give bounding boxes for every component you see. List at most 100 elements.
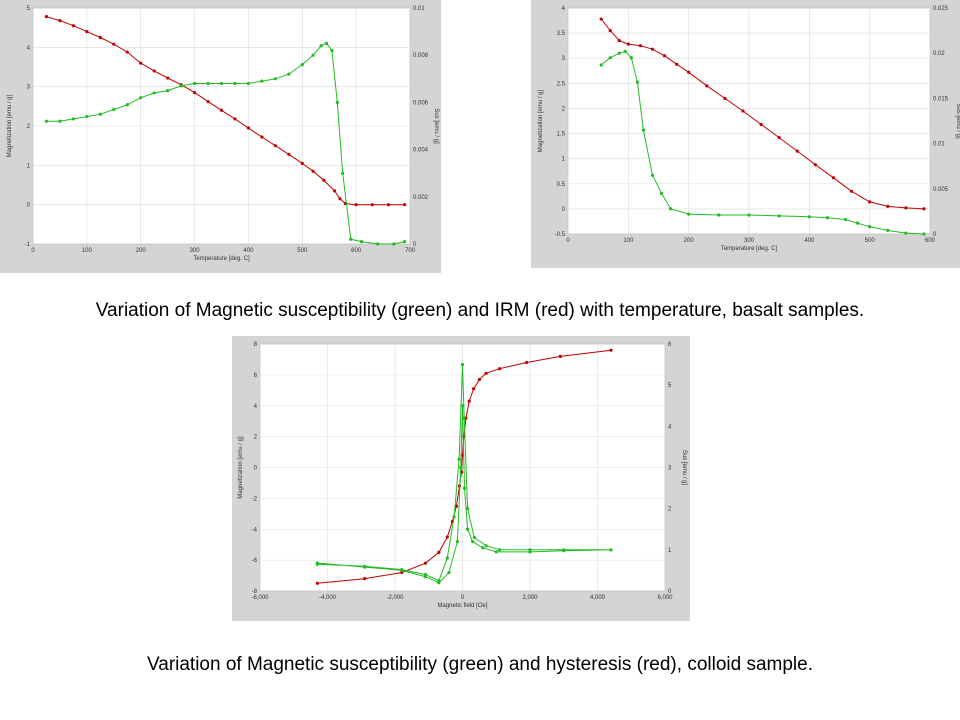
y-tick-label: -8 bbox=[252, 589, 258, 595]
y2-axis-label: Sus [emu / g] bbox=[433, 108, 439, 144]
y2-tick-label: 0.006 bbox=[413, 100, 429, 106]
x-tick-label: -2,000 bbox=[386, 595, 404, 601]
chart-panel-bottom: -6,000 -4,000 -2,000 0 2,000 4,000 6,000 -8 -6 -4… bbox=[232, 336, 690, 621]
data-point-green bbox=[609, 548, 613, 552]
x-tick-label: 6,000 bbox=[657, 595, 673, 601]
data-point-red bbox=[322, 178, 326, 182]
data-point-red bbox=[233, 117, 237, 121]
x-tick-label: 400 bbox=[804, 238, 815, 244]
data-point-green bbox=[629, 56, 633, 60]
data-point-green bbox=[319, 44, 323, 48]
data-point-red bbox=[287, 152, 291, 156]
data-point-green bbox=[599, 63, 603, 67]
data-point-red bbox=[206, 100, 210, 104]
y2-tick-label: 0 bbox=[933, 232, 937, 238]
data-point-red bbox=[166, 76, 170, 80]
y-tick-label: 0.5 bbox=[557, 182, 566, 188]
data-point-red bbox=[300, 161, 304, 165]
data-point-red bbox=[423, 561, 427, 565]
x-tick-label: 600 bbox=[351, 248, 362, 254]
y2-tick-label: 0.008 bbox=[413, 53, 429, 59]
x-tick-label: 300 bbox=[190, 248, 201, 254]
data-point-red bbox=[904, 206, 908, 210]
data-point-green bbox=[777, 214, 781, 218]
y2-tick-label: 0.02 bbox=[933, 51, 945, 57]
data-point-green bbox=[392, 242, 396, 246]
chart-top-left: 0 100 200 300 400 500 600 700-101234500.0020.00… bbox=[7, 6, 439, 262]
data-point-green bbox=[300, 63, 304, 67]
data-point-green bbox=[58, 119, 62, 123]
data-point-green bbox=[462, 416, 466, 420]
data-point-green bbox=[494, 550, 498, 554]
data-point-green bbox=[44, 119, 49, 123]
data-point-green bbox=[315, 561, 319, 565]
data-point-green bbox=[562, 549, 566, 553]
y-tick-label: -2 bbox=[252, 496, 258, 502]
chart-panel-top-left: 0 100 200 300 400 500 600 700 -1 0 1 2 3 4 5 0 0.002 0.00… bbox=[0, 0, 441, 273]
x-tick-label: 100 bbox=[623, 238, 634, 244]
data-point-red bbox=[795, 149, 799, 153]
data-point-red bbox=[723, 96, 727, 100]
data-point-green bbox=[98, 112, 102, 116]
y-tick-label: 2 bbox=[254, 435, 258, 441]
data-point-red bbox=[445, 535, 449, 539]
y2-tick-label: 2 bbox=[668, 507, 672, 513]
data-point-red bbox=[477, 377, 481, 382]
y-tick-label: -1 bbox=[25, 242, 31, 248]
x-axis-label: Magnetic field [Oe] bbox=[437, 603, 487, 609]
y2-axis-label: Sus [emu / g] bbox=[681, 450, 687, 486]
data-point-green bbox=[687, 212, 691, 216]
x-axis-label: Temperature [deg. C] bbox=[721, 246, 778, 252]
data-point-green bbox=[528, 550, 532, 554]
y2-tick-label: 0.01 bbox=[413, 6, 425, 12]
x-tick-label: 700 bbox=[405, 248, 416, 254]
data-point-green bbox=[179, 84, 183, 88]
data-point-green bbox=[192, 81, 197, 86]
data-point-green bbox=[452, 515, 456, 519]
data-point-green bbox=[617, 51, 621, 55]
data-point-red bbox=[98, 35, 102, 40]
y-tick-label: 8 bbox=[254, 342, 258, 348]
data-point-red bbox=[315, 581, 319, 585]
x-tick-label: -6,000 bbox=[251, 595, 269, 601]
data-point-red bbox=[125, 50, 129, 54]
data-point-green bbox=[423, 574, 427, 579]
y2-tick-label: 5 bbox=[668, 383, 672, 389]
data-point-green bbox=[457, 457, 461, 461]
data-point-red bbox=[454, 504, 459, 508]
y-tick-label: -6 bbox=[252, 558, 258, 564]
data-point-red bbox=[617, 39, 621, 43]
data-point-green bbox=[437, 581, 441, 585]
data-point-red bbox=[705, 84, 709, 88]
data-point-red bbox=[608, 29, 612, 33]
data-point-red bbox=[741, 109, 745, 113]
data-point-green bbox=[311, 53, 315, 57]
data-point-green bbox=[359, 240, 364, 244]
data-point-green bbox=[335, 100, 339, 104]
data-point-green bbox=[206, 81, 210, 86]
data-point-red bbox=[626, 42, 630, 46]
data-point-green bbox=[472, 535, 476, 540]
y-tick-label: 6 bbox=[254, 373, 258, 379]
data-point-red bbox=[868, 200, 872, 204]
data-point-green bbox=[668, 207, 673, 211]
data-point-green bbox=[445, 556, 449, 560]
data-point-red bbox=[246, 126, 251, 130]
chart-hysteresis: -6,000 -4,000 -2,000 0 2,000 4,000 6,000 -8 -6 -4… bbox=[238, 342, 687, 609]
data-point-green bbox=[246, 81, 251, 86]
y-tick-label: 2.5 bbox=[557, 81, 566, 87]
y-tick-label: 1 bbox=[562, 157, 566, 163]
data-point-red bbox=[484, 371, 488, 375]
x-tick-label: -4,000 bbox=[319, 595, 337, 601]
y-axis-label: Magnetization [emu / g] bbox=[7, 94, 13, 157]
y-axis-label: Magnetization [emu / g] bbox=[538, 89, 544, 152]
data-point-green bbox=[641, 128, 646, 132]
data-point-red bbox=[650, 47, 655, 51]
data-point-green bbox=[460, 362, 465, 367]
y2-tick-label: 0 bbox=[668, 589, 672, 595]
y-tick-label: 0 bbox=[562, 207, 566, 213]
data-point-green bbox=[856, 221, 860, 225]
data-point-red bbox=[525, 360, 529, 365]
data-point-red bbox=[386, 203, 391, 207]
y2-tick-label: 0.015 bbox=[933, 96, 949, 102]
